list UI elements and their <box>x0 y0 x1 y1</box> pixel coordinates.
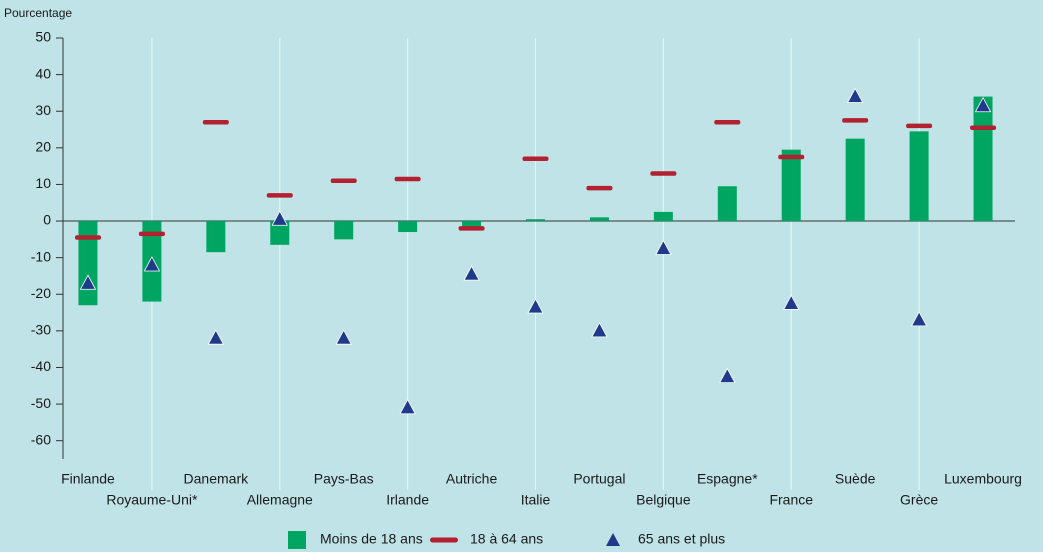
dash-marker <box>138 231 165 237</box>
y-tick-label: -60 <box>31 431 51 447</box>
x-tick-label: Pays-Bas <box>314 471 374 487</box>
dash-marker <box>394 176 421 182</box>
legend-swatch <box>430 537 458 543</box>
dash-marker <box>202 119 229 125</box>
x-tick-label: Irlande <box>386 492 429 508</box>
y-tick-label: -40 <box>31 358 51 374</box>
legend-swatch <box>606 533 620 546</box>
triangle-marker <box>207 329 225 345</box>
y-tick-label: 40 <box>35 65 51 81</box>
dash-marker <box>522 156 549 162</box>
legend-label: 65 ans et plus <box>638 531 725 547</box>
bar <box>589 217 609 222</box>
y-tick-label: 0 <box>43 212 51 228</box>
bar <box>781 149 801 222</box>
dash-marker <box>74 235 101 240</box>
x-tick-label: Grèce <box>900 492 938 508</box>
bar <box>909 131 929 222</box>
x-tick-label: Espagne* <box>697 471 758 487</box>
triangle-marker <box>910 311 928 327</box>
triangle-marker <box>974 96 992 113</box>
triangle-marker <box>335 329 352 345</box>
dash-marker <box>650 171 677 176</box>
triangle-marker <box>655 239 672 255</box>
y-tick-label: -10 <box>31 248 51 264</box>
y-tick-label: -50 <box>31 395 51 411</box>
triangle-marker <box>399 398 416 415</box>
x-tick-label: Suède <box>835 471 876 487</box>
legend-label: 18 à 64 ans <box>470 531 543 547</box>
y-tick-label: 50 <box>35 29 51 45</box>
legend-label: Moins de 18 ans <box>320 531 423 547</box>
bar <box>398 221 418 233</box>
x-tick-label: Autriche <box>446 471 498 487</box>
legend-swatch <box>288 531 306 549</box>
bar <box>270 221 290 245</box>
x-tick-label: Finlande <box>61 471 115 487</box>
y-tick-label: 20 <box>35 139 51 155</box>
y-tick-label: -30 <box>31 322 51 338</box>
x-tick-label: Royaume-Uni* <box>106 492 198 508</box>
bar <box>78 221 98 306</box>
dash-marker <box>778 154 805 160</box>
triangle-marker <box>271 210 288 226</box>
x-tick-label: Danemark <box>184 471 250 487</box>
triangle-marker <box>783 294 800 310</box>
bar <box>717 186 737 222</box>
bar <box>653 211 673 222</box>
triangle-marker <box>527 298 544 314</box>
x-tick-label: Allemagne <box>247 492 313 508</box>
triangle-marker <box>79 274 97 290</box>
y-tick-label: 30 <box>35 102 51 118</box>
bar <box>845 138 865 222</box>
x-tick-label: Portugal <box>573 471 625 487</box>
dash-marker <box>970 125 997 130</box>
triangle-marker <box>463 265 480 281</box>
dash-marker <box>266 193 293 198</box>
dash-marker <box>586 185 613 191</box>
dash-marker <box>842 118 869 123</box>
triangle-marker <box>719 367 736 384</box>
x-tick-label: Italie <box>521 492 551 508</box>
x-tick-label: Luxembourg <box>944 471 1022 487</box>
dash-marker <box>906 123 933 129</box>
bar <box>526 219 545 222</box>
bar <box>462 221 482 229</box>
bar <box>973 96 993 222</box>
triangle-marker <box>143 256 161 272</box>
y-axis-label: Pourcentage <box>4 6 72 20</box>
x-tick-label: France <box>769 492 813 508</box>
triangle-marker <box>846 87 864 103</box>
x-tick-label: Belgique <box>636 492 691 508</box>
triangle-marker <box>591 322 608 338</box>
y-tick-label: 10 <box>35 175 51 191</box>
dash-marker <box>330 178 357 184</box>
dash-marker <box>458 226 485 231</box>
bar <box>206 221 226 253</box>
bar <box>334 221 354 240</box>
y-tick-label: -20 <box>31 285 51 301</box>
dash-marker <box>714 119 741 125</box>
